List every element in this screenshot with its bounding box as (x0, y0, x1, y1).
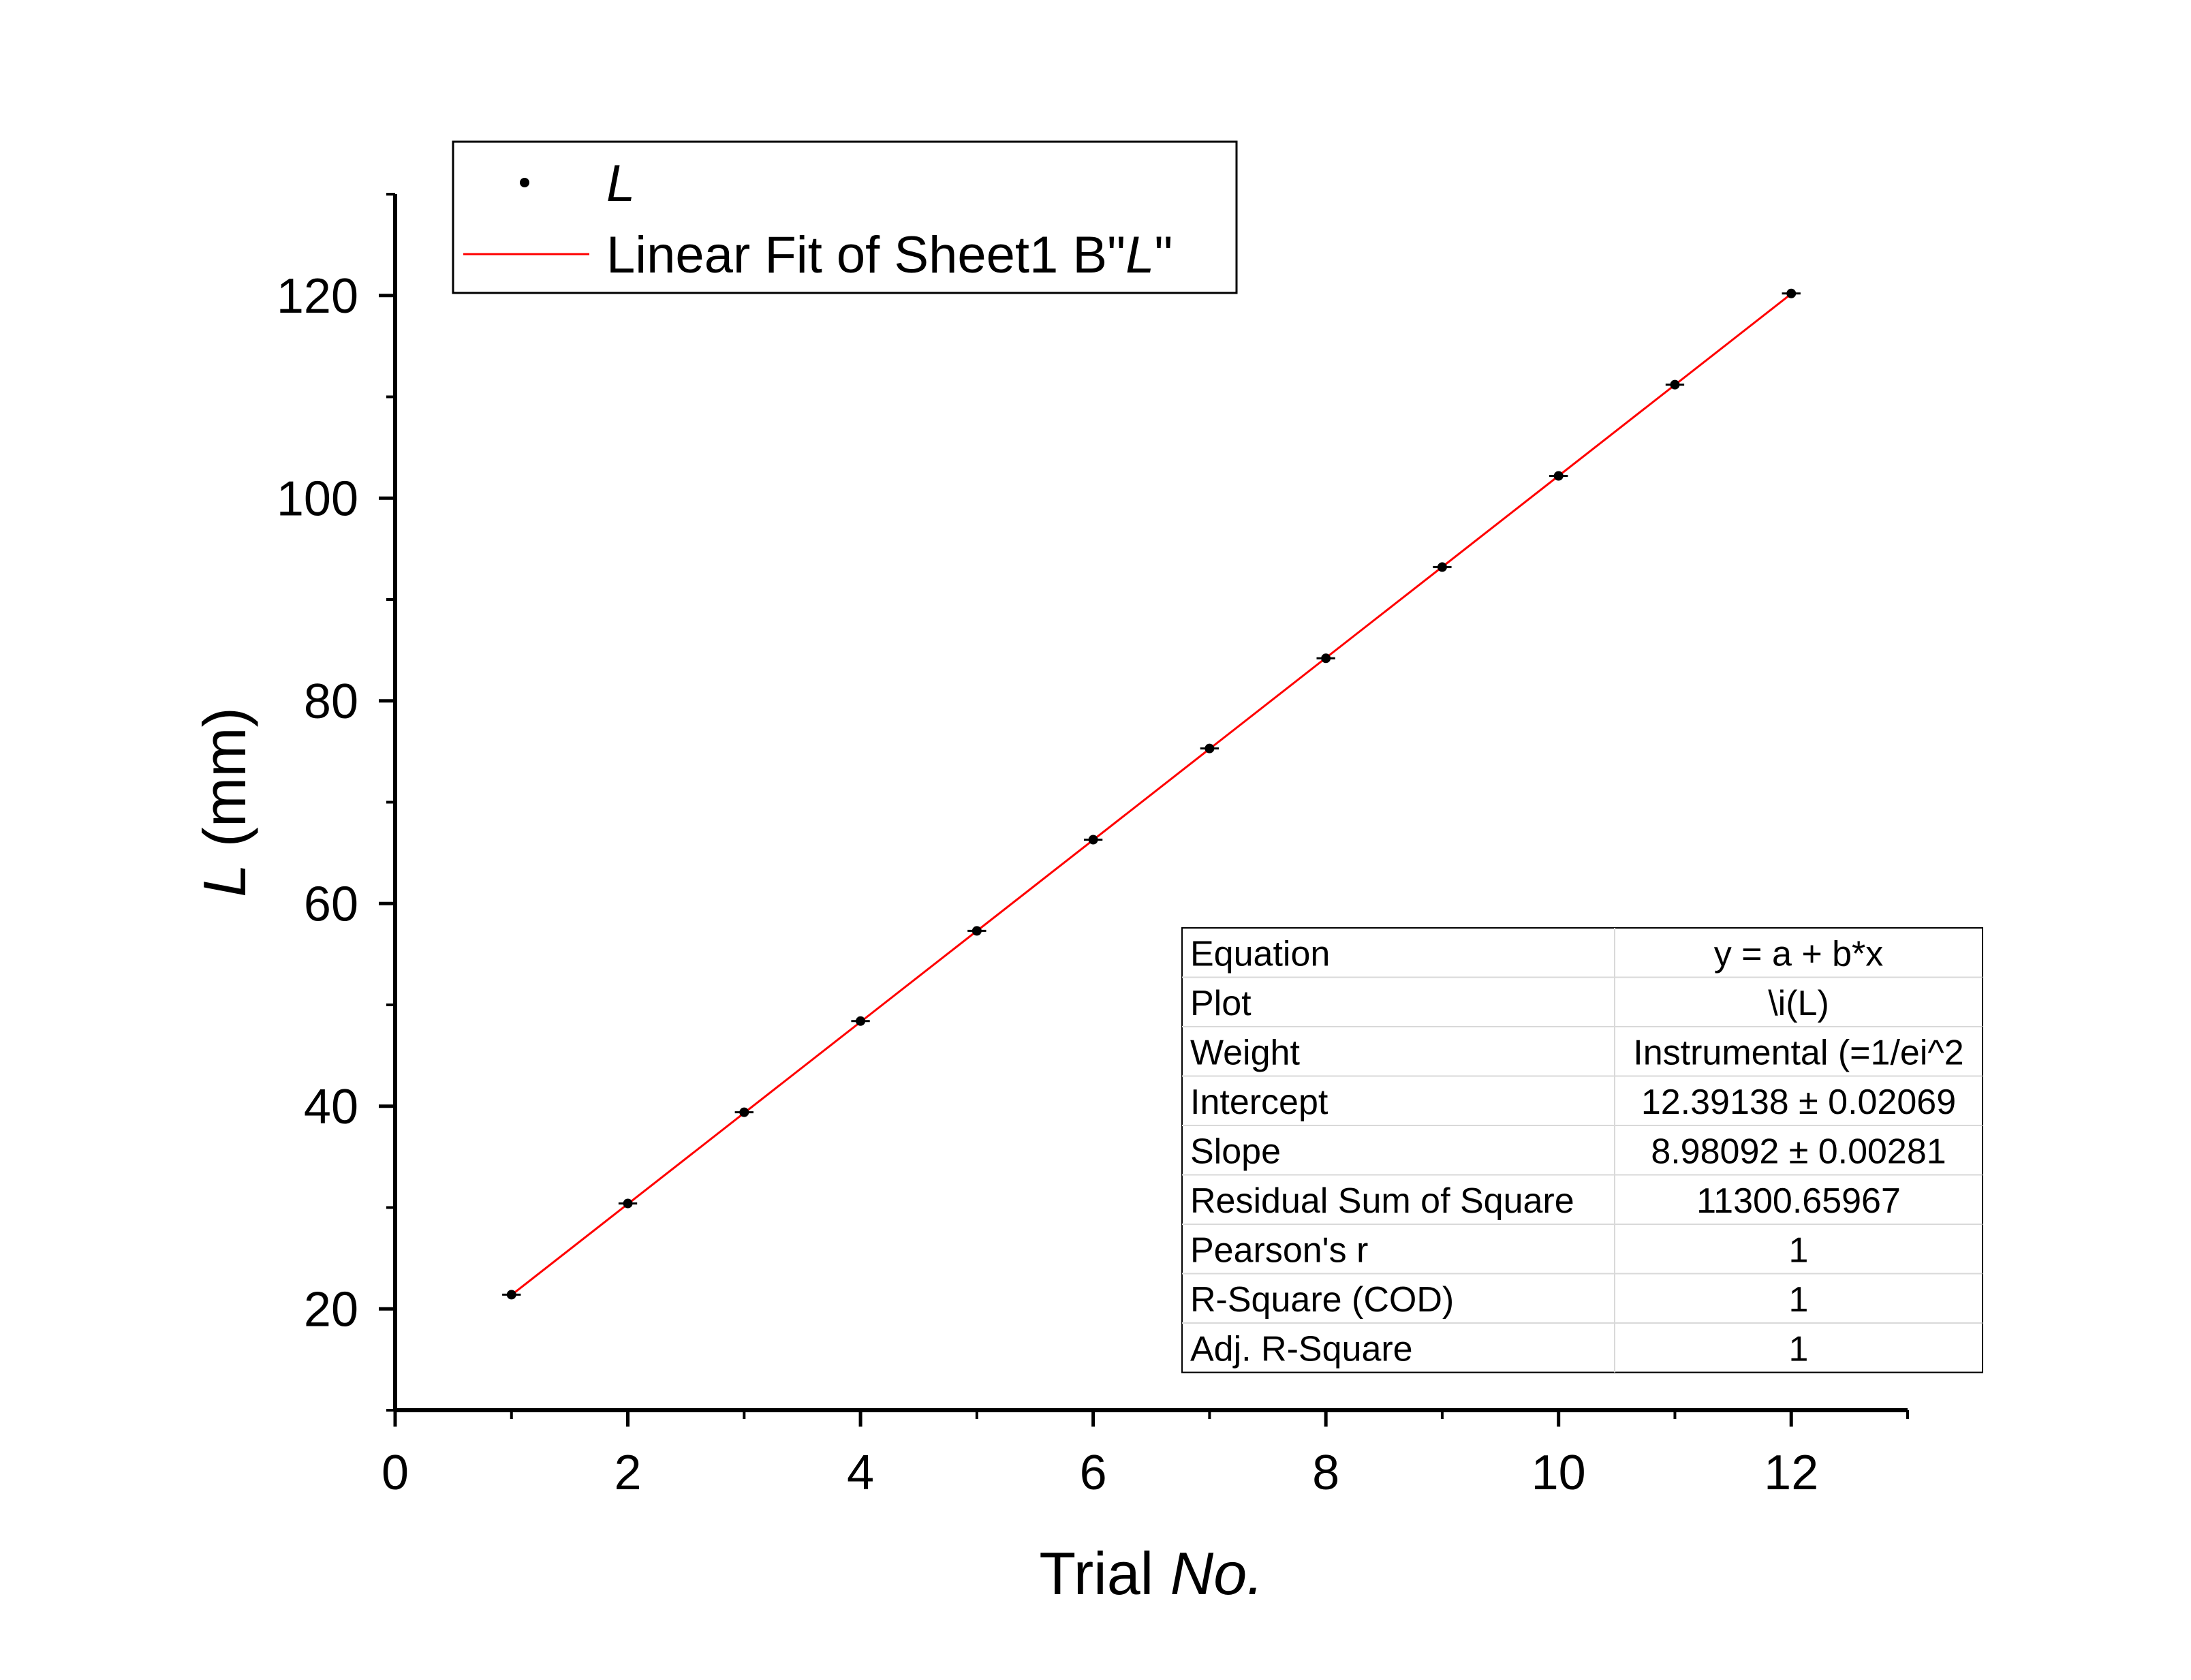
x-tick-label: 4 (847, 1446, 874, 1500)
data-point (739, 1107, 749, 1117)
x-axis-tick-labels: 0 2 4 6 8 10 12 (382, 1446, 1818, 1500)
y-axis-tick-labels: 20 40 60 80 100 120 (277, 269, 358, 1337)
fit-table-value: 8.98092 ± 0.00281 (1651, 1132, 1946, 1171)
fit-line-group (510, 293, 1792, 1296)
data-point (623, 1198, 633, 1209)
fit-line (510, 293, 1792, 1296)
data-points-group (502, 288, 1801, 1300)
data-point (1786, 288, 1797, 298)
data-point (1321, 653, 1331, 664)
data-point (1205, 743, 1215, 753)
legend-label-fit: Linear Fit of Sheet1 B"L" (606, 226, 1172, 284)
axes: 0 2 4 6 8 10 12 20 40 60 80 100 120 (277, 193, 1909, 1500)
legend-label-fit-suffix: " (1154, 226, 1172, 284)
fit-table-key: Intercept (1190, 1083, 1328, 1122)
data-point (1553, 471, 1564, 481)
data-point (1670, 379, 1680, 390)
fit-table-value: Instrumental (=1/ei^2 (1633, 1033, 1963, 1072)
fit-table-value: y = a + b*x (1714, 934, 1884, 974)
fit-table-value: 1 (1789, 1329, 1809, 1369)
fit-table-key: Plot (1190, 984, 1252, 1023)
legend-box (452, 140, 1238, 294)
x-tick-label: 6 (1080, 1446, 1107, 1500)
data-point (1437, 562, 1447, 572)
data-point (972, 926, 982, 936)
y-tick-label: 80 (304, 674, 358, 729)
y-axis-title: L (mm) (191, 707, 258, 897)
fit-table-key: Equation (1190, 934, 1330, 974)
y-tick-label: 100 (277, 471, 358, 526)
fit-table-value: 1 (1789, 1230, 1809, 1270)
fit-table-value: 1 (1789, 1280, 1809, 1320)
x-tick-label: 2 (615, 1446, 642, 1500)
y-tick-label: 40 (304, 1080, 358, 1134)
x-axis-title-italic: No. (1170, 1540, 1264, 1607)
data-point (506, 1290, 516, 1300)
x-tick-label: 0 (382, 1446, 409, 1500)
legend-label-fit-italic: L (1125, 226, 1154, 284)
x-axis-title: Trial No. (1039, 1540, 1263, 1607)
fit-table-key: R-Square (COD) (1190, 1280, 1454, 1320)
y-axis-title-plain: (mm) (191, 707, 258, 864)
y-tick-label: 60 (304, 877, 358, 931)
fit-table-key: Weight (1190, 1033, 1300, 1072)
y-tick-label: 20 (304, 1282, 358, 1337)
x-tick-label: 8 (1312, 1446, 1339, 1500)
fit-table-value: 12.39138 ± 0.02069 (1641, 1083, 1956, 1122)
fit-table-key: Adj. R-Square (1190, 1329, 1413, 1369)
x-tick-label: 10 (1532, 1446, 1586, 1500)
y-axis-title-italic: L (191, 864, 258, 897)
y-axis-ticks (379, 193, 395, 1412)
fit-results-table: Equation y = a + b*x Plot \i(L) Weight Instru… (1181, 927, 1983, 1373)
fit-table-key: Residual Sum of Square (1190, 1181, 1574, 1221)
data-point (856, 1016, 866, 1026)
fit-table-frame (1181, 927, 1983, 1373)
legend-marker-point (520, 178, 529, 187)
y-tick-label: 120 (277, 269, 358, 324)
x-axis-ticks (393, 1410, 1909, 1427)
data-point (1088, 835, 1098, 845)
legend-label-series: L (606, 155, 635, 213)
fit-table-key: Slope (1190, 1132, 1281, 1171)
legend: L Linear Fit of Sheet1 B"L" (452, 140, 1238, 294)
fit-table-value: 11300.65967 (1696, 1181, 1901, 1221)
x-tick-label: 12 (1764, 1446, 1818, 1500)
legend-label-fit-prefix: Linear Fit of Sheet1 B" (606, 226, 1125, 284)
x-axis-title-plain: Trial (1039, 1540, 1170, 1607)
fit-table-key: Pearson's r (1190, 1230, 1368, 1270)
fit-table-value: \i(L) (1768, 984, 1829, 1023)
